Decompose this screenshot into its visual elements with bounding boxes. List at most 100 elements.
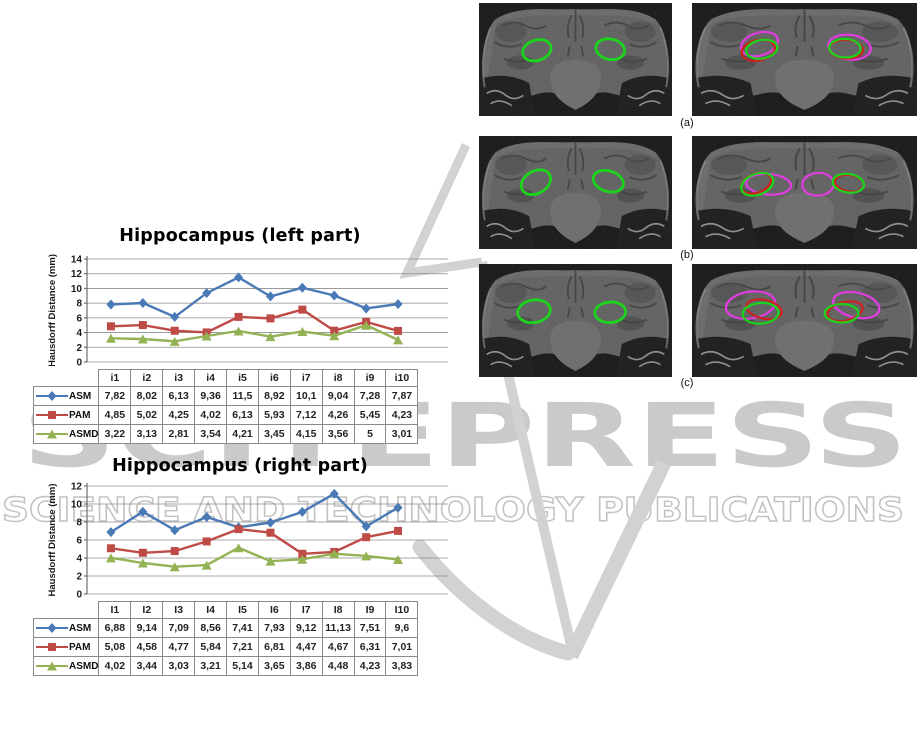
value-cell: 4,23 xyxy=(353,656,387,676)
green-contour xyxy=(516,298,552,325)
legend-marker-square-icon xyxy=(36,643,68,651)
triangle-marker xyxy=(297,326,308,336)
value-cell: 4,47 xyxy=(289,637,323,657)
value-cell: 5,84 xyxy=(194,637,228,657)
diamond-marker xyxy=(329,290,339,301)
triangle-marker xyxy=(329,331,340,341)
legend-series-label: PAM xyxy=(69,409,91,421)
triangle-marker xyxy=(361,551,372,561)
value-cell: 3,56 xyxy=(321,424,355,444)
series-line-PAM xyxy=(110,308,399,334)
red-contour xyxy=(826,300,864,323)
mri-b-manual-image xyxy=(479,136,672,249)
value-cell: 4,23 xyxy=(385,405,419,425)
category-header-cell: i7 xyxy=(289,369,323,387)
value-cell: 3,83 xyxy=(385,656,419,676)
table-row: ASMD 3,22 3,13 2,81 3,54 4,21 3,45 4,15 3,56 5 3,0… xyxy=(32,424,419,444)
legend-marker-triangle-icon xyxy=(36,429,68,439)
green-contour xyxy=(519,168,552,197)
value-cell: 7,82 xyxy=(98,386,132,406)
legend-series-label: PAM xyxy=(69,641,91,653)
square-marker xyxy=(234,312,243,321)
value-cell: 4,21 xyxy=(226,424,259,444)
y-tick-label: 8 xyxy=(76,518,82,529)
triangle-marker xyxy=(361,320,372,330)
magenta-contour xyxy=(724,290,777,320)
value-cell: 4,48 xyxy=(321,656,355,676)
triangle-marker xyxy=(265,556,276,566)
legend-key-ASMD: ASMD xyxy=(32,424,100,444)
hausdorff-chart-left: 0 2 4 6 8 10 12 14 Hausdorff Distance (mm) xyxy=(40,252,452,366)
y-tick-label: 4 xyxy=(76,554,82,565)
diamond-marker xyxy=(47,391,57,401)
green-contour xyxy=(591,168,625,194)
value-cell: 5 xyxy=(353,424,387,444)
value-cell: 5,93 xyxy=(257,405,291,425)
square-marker xyxy=(394,526,403,535)
green-contour xyxy=(741,301,780,325)
category-header-cell: I9 xyxy=(353,601,387,619)
category-header-cell: i9 xyxy=(353,369,387,387)
mri-b-segmented-image xyxy=(692,136,917,249)
table-row: PAM 4,85 5,02 4,25 4,02 6,13 5,93 7,12 4,26 5,45 4… xyxy=(32,405,419,425)
square-marker xyxy=(330,326,339,335)
series-markers-PAM xyxy=(106,525,403,558)
value-cell: 5,08 xyxy=(98,637,132,657)
diamond-marker xyxy=(234,272,244,283)
value-cell: 4,02 xyxy=(98,656,132,676)
triangle-marker xyxy=(233,326,244,336)
category-header-cell: i4 xyxy=(194,369,228,387)
y-tick-label: 6 xyxy=(76,313,82,324)
value-cell: 6,31 xyxy=(353,637,387,657)
square-marker xyxy=(170,326,179,335)
legend-series-label: ASM xyxy=(69,390,92,402)
square-marker xyxy=(170,547,179,556)
series-markers-ASM xyxy=(106,488,403,538)
series-markers-PAM xyxy=(106,305,403,337)
magenta-contour xyxy=(831,290,881,320)
diamond-marker xyxy=(361,521,371,532)
category-header-cell: i3 xyxy=(162,369,196,387)
legend-series-label: ASMD xyxy=(69,660,99,672)
mri-row-label: (c) xyxy=(680,377,694,389)
value-cell: 4,67 xyxy=(321,637,355,657)
diamond-marker xyxy=(106,527,116,538)
y-tick-label: 0 xyxy=(76,358,82,367)
triangle-marker xyxy=(233,543,244,553)
value-cell: 5,45 xyxy=(353,405,387,425)
table-row: ASM 7,82 8,02 6,13 9,36 11,5 8,92 10,1 9,04 7,28 7… xyxy=(32,386,419,406)
value-cell: 7,93 xyxy=(257,618,291,638)
green-contour xyxy=(823,302,860,324)
diamond-marker xyxy=(265,517,275,528)
value-cell: 4,25 xyxy=(162,405,196,425)
y-tick-label: 14 xyxy=(71,255,83,266)
category-header-cell: I5 xyxy=(226,601,259,619)
diamond-marker xyxy=(265,291,275,302)
square-marker xyxy=(48,643,56,651)
value-cell: 7,01 xyxy=(385,637,419,657)
series-line-ASM xyxy=(110,276,399,319)
square-marker xyxy=(138,321,147,330)
hausdorff-table-left: i1 i2 i3 i4 i5 i6 i7 i8 i9 i10 ASM 7,82 8,02 6,13 9,36… xyxy=(32,369,419,444)
mri-a-segmented-image xyxy=(692,3,917,116)
chart-data-table: i1 i2 i3 i4 i5 i6 i7 i8 i9 i10 ASM 7,82 8,02 6,13 9,36… xyxy=(32,369,419,444)
series-line-PAM xyxy=(110,527,399,556)
diamond-marker xyxy=(393,299,403,310)
green-contour xyxy=(745,38,779,60)
triangle-marker xyxy=(47,661,57,671)
chart-title-left: Hippocampus (left part) xyxy=(119,226,361,246)
value-cell: 3,45 xyxy=(257,424,291,444)
green-contour xyxy=(521,38,553,63)
value-cell: 4,15 xyxy=(289,424,323,444)
series-markers-ASMD xyxy=(105,320,404,346)
value-cell: 4,77 xyxy=(162,637,196,657)
value-cell: 3,22 xyxy=(98,424,132,444)
brain-slice-svg xyxy=(692,3,917,116)
y-axis-title: Hausdorff Distance (mm) xyxy=(47,484,58,597)
value-cell: 9,04 xyxy=(321,386,355,406)
value-cell: 4,26 xyxy=(321,405,355,425)
square-marker xyxy=(362,533,371,542)
diamond-marker xyxy=(47,623,57,633)
value-cell: 3,03 xyxy=(162,656,196,676)
